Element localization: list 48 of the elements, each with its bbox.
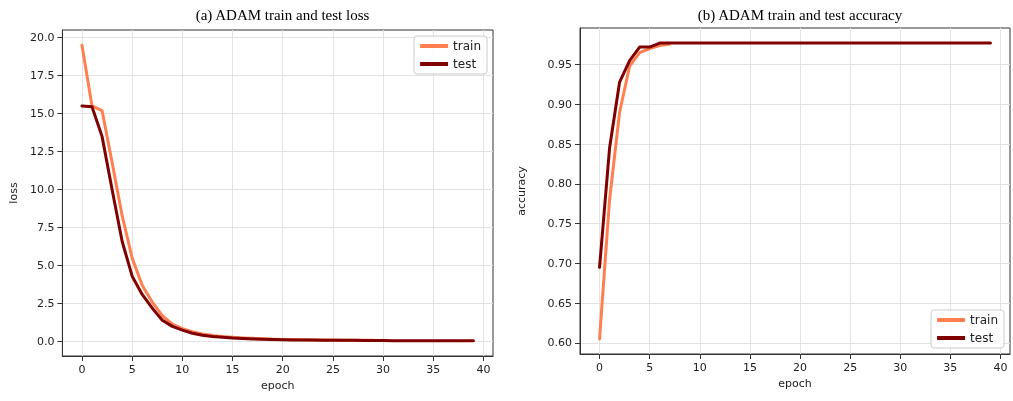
x-tick-label: 25 [325,363,340,376]
x-tick-label: 0 [596,361,604,374]
x-tick-label: 25 [843,361,858,374]
legend-label: test [970,331,994,345]
x-tick-label: 40 [993,361,1008,374]
x-tick-label: 15 [225,363,240,376]
x-tick-label: 40 [476,363,491,376]
y-tick-label: 20.0 [29,31,55,45]
legend-label: train [453,39,482,53]
y-axis-title: loss [7,182,20,204]
x-axis-title: epoch [260,378,295,392]
y-tick-label: 0.0 [36,335,55,349]
line-series [80,104,475,343]
x-tick-label: 10 [175,363,190,376]
line-series [598,41,992,269]
x-tick-label: 20 [793,361,808,374]
y-tick-label: 12.5 [29,145,55,159]
y-tick-label: 0.85 [547,137,572,151]
x-tick-label: 30 [893,361,908,374]
y-tick-label: 7.5 [36,221,55,235]
x-tick-label: 30 [376,363,391,376]
x-axis-title: epoch [778,376,812,390]
x-tick-label: 5 [128,363,136,376]
y-axis-title: accuracy [515,165,528,216]
y-tick-label: 0.75 [547,217,572,231]
x-tick-label: 35 [943,361,958,374]
y-tick-label: 5.0 [36,259,55,273]
x-tick-label: 20 [275,363,290,376]
legend-label: test [453,57,477,71]
chart-title: (a) ADAM train and test loss [195,6,370,24]
y-tick-label: 0.65 [547,296,572,310]
y-tick-label: 0.80 [547,177,572,191]
line-series [598,42,672,341]
y-tick-label: 10.0 [29,183,55,197]
y-tick-label: 2.5 [36,297,55,311]
y-tick-label: 15.0 [29,107,55,121]
legend-label: train [970,313,999,327]
x-tick-label: 10 [692,361,707,374]
chart-title: (b) ADAM train and test accuracy [697,6,903,24]
y-tick-label: 17.5 [29,69,55,83]
x-tick-label: 15 [742,361,757,374]
y-tick-label: 0.95 [547,58,572,72]
x-tick-label: 5 [646,361,654,374]
x-tick-label: 0 [78,363,86,376]
x-tick-label: 35 [426,363,441,376]
y-tick-label: 0.60 [547,336,572,350]
y-tick-label: 0.70 [547,256,572,270]
y-tick-label: 0.90 [547,97,572,111]
